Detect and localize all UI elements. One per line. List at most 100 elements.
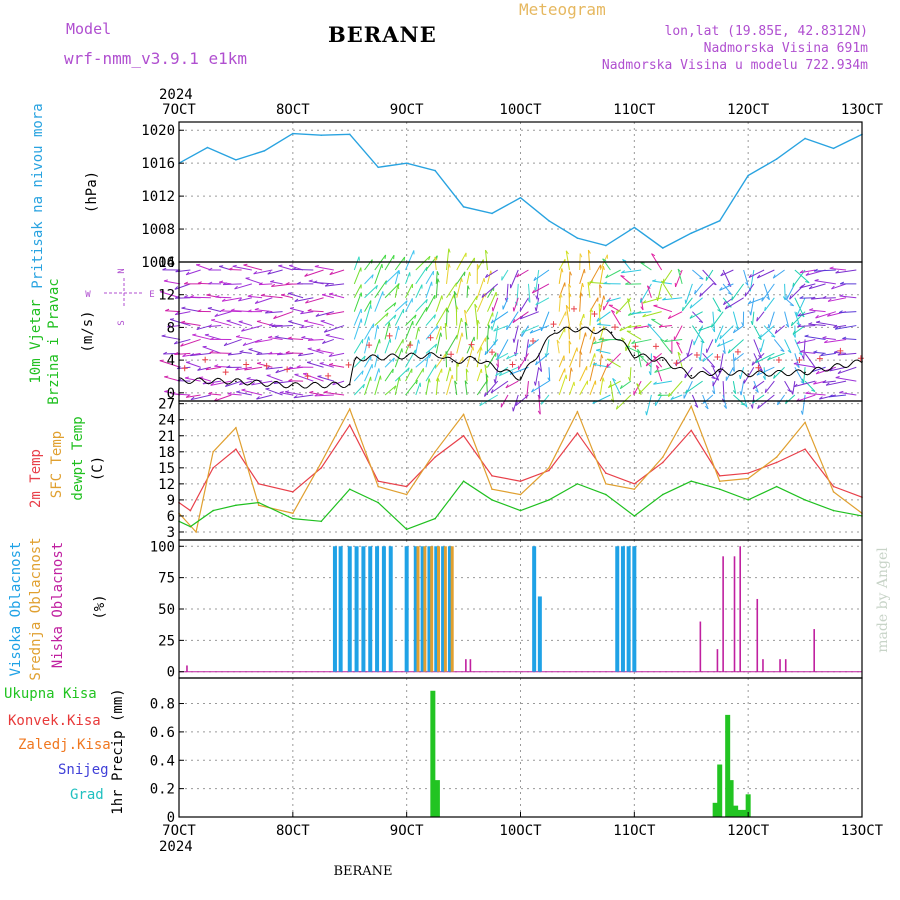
wind-vector-head <box>656 365 660 369</box>
wind-vector <box>593 338 611 345</box>
wind-vector <box>353 383 365 396</box>
y-tick-label: 16 <box>158 255 175 271</box>
wind-vector <box>627 325 642 328</box>
wind-vector-head <box>392 357 395 362</box>
wind-vector-head <box>464 321 468 326</box>
cloud-mid-bar <box>437 546 441 672</box>
wind-vector-head <box>232 264 237 267</box>
wind-vector <box>831 283 847 290</box>
cloud-low-bar <box>784 659 787 672</box>
wind-vector <box>784 380 792 393</box>
pressure-point <box>405 162 408 164</box>
temperature-point <box>832 491 835 493</box>
wind-vector <box>279 392 293 396</box>
wind-vector <box>756 311 765 322</box>
wind-vector <box>587 249 591 271</box>
wind-vector <box>502 297 509 310</box>
wind-vector-head <box>627 312 632 316</box>
wind-vector-head <box>752 385 756 390</box>
wind-vector-head <box>440 332 443 337</box>
wind-vector <box>415 266 428 285</box>
wind-vector <box>733 325 744 334</box>
wind-vector <box>454 380 458 396</box>
cloud-high-bar <box>441 546 446 672</box>
wind-vector <box>446 308 448 326</box>
wind-vector <box>415 306 428 326</box>
wind-vector <box>731 283 745 301</box>
wind-vector-head <box>761 297 764 302</box>
wind-vector-head <box>743 403 748 408</box>
wind-vector <box>702 394 714 404</box>
wind-vector-head <box>171 391 176 395</box>
wind-vector <box>820 352 836 357</box>
wind-vector <box>435 377 439 396</box>
wind-vector-head <box>238 320 243 323</box>
wind-vector-head <box>766 296 770 301</box>
temp-unit-label: (C) <box>90 456 106 481</box>
wind-vector-head <box>210 382 215 386</box>
wind-vector-head <box>164 375 169 378</box>
wind-vector-head <box>699 277 704 280</box>
cloud-high-bar <box>420 546 425 672</box>
wind-vector <box>699 339 704 361</box>
pressure-point <box>548 220 550 222</box>
wind-gust-marker <box>591 311 598 318</box>
wind-vector-head <box>235 367 240 371</box>
wind-vector <box>226 320 242 327</box>
dewpoint-axis-label: dewpt Temp <box>70 416 86 500</box>
wind-vector <box>484 250 488 271</box>
temperature-point <box>405 528 408 531</box>
temperature-point <box>320 520 323 523</box>
wind-vector <box>476 368 482 382</box>
wind-vector-head <box>227 352 232 356</box>
wind-vector <box>579 366 588 382</box>
wind-vector <box>181 321 201 327</box>
wind-vector-head <box>598 303 602 308</box>
wind-vector <box>527 283 531 303</box>
wind-vector <box>747 297 765 305</box>
wind-vector <box>353 284 362 299</box>
wind-vector-head <box>759 334 762 339</box>
wind-vector-head <box>185 394 190 398</box>
wind-vector <box>167 325 181 328</box>
wind-vector <box>720 269 734 277</box>
wind-vector-head <box>397 326 400 331</box>
wind-vector <box>757 394 775 409</box>
wind-vector <box>476 346 482 368</box>
wind-vector-head <box>606 363 609 368</box>
wind-vector <box>220 310 242 313</box>
wind-vector-head <box>762 375 766 380</box>
wind-vector-head <box>724 305 728 310</box>
temperature-point <box>548 469 550 472</box>
wind-vector <box>208 325 222 328</box>
wind-vector <box>517 353 529 370</box>
wind-vector <box>255 338 273 343</box>
wind-vector <box>538 353 543 372</box>
wind-vector <box>796 338 816 344</box>
wind-vector <box>694 283 704 295</box>
wind-vector <box>651 318 662 326</box>
wind-vector <box>706 339 714 353</box>
wind-vector <box>750 297 755 316</box>
wind-gust-marker <box>304 373 311 380</box>
wind-vector <box>499 366 519 377</box>
wind-vector-head <box>453 291 457 295</box>
sfc-temp-axis-label: SFC Temp <box>49 431 65 498</box>
wind-vector <box>689 311 703 319</box>
wind-vector <box>415 382 421 396</box>
x-tick-label-bottom: 9OCT <box>390 823 424 839</box>
wind-vector-head <box>805 391 810 394</box>
temperature-point <box>292 512 294 515</box>
model-elevation-label: Nadmorska Visina u modelu 722.934m <box>601 58 868 73</box>
temperature-point <box>212 450 214 453</box>
wind-vector-head <box>789 295 792 300</box>
wind-vector-head <box>839 294 844 297</box>
wind-vector <box>490 311 509 324</box>
wind-vector <box>532 283 550 294</box>
wind-vector-head <box>505 384 509 389</box>
wind-vector <box>364 304 372 326</box>
wind-vector <box>602 258 611 271</box>
wind-vector-head <box>772 274 776 279</box>
wind-vector <box>493 325 509 332</box>
wind-vector <box>425 325 439 340</box>
